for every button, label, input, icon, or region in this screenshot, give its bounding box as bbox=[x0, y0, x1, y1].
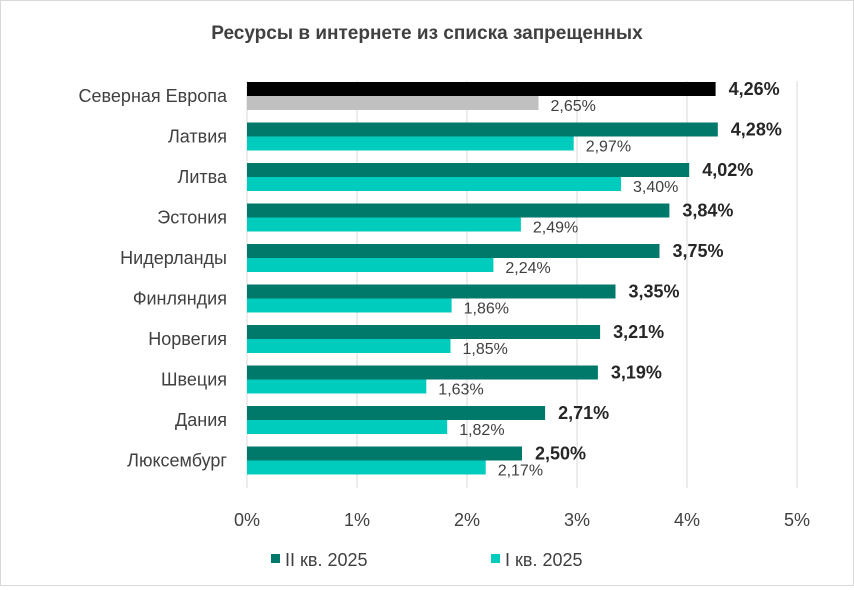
x-tick-label: 5% bbox=[784, 510, 810, 530]
category-label: Эстония bbox=[157, 208, 227, 228]
x-tick-label: 2% bbox=[454, 510, 480, 530]
bar-q2 bbox=[247, 82, 716, 96]
value-label-q2: 4,28% bbox=[731, 120, 782, 140]
bar-q1 bbox=[247, 298, 452, 313]
bar-q1 bbox=[247, 177, 621, 191]
value-labels: 4,26% 2,65% 4,28% 2,97% 4,02% 3,40%3,84% 2,49%… bbox=[438, 79, 782, 480]
bars-group bbox=[247, 82, 718, 475]
bar-q2 bbox=[247, 203, 670, 218]
x-tick-label: 1% bbox=[344, 510, 370, 530]
legend-swatch-q2 bbox=[271, 554, 280, 563]
bar-q1 bbox=[247, 379, 427, 394]
bar-q2 bbox=[247, 365, 598, 380]
category-label: Швеция bbox=[161, 370, 227, 390]
value-label-q2: 3,19% bbox=[611, 363, 662, 383]
bar-q2 bbox=[247, 325, 601, 339]
bar-q2 bbox=[247, 244, 660, 258]
value-label-q1: 2,24% bbox=[505, 260, 550, 277]
value-label-q1: 1,85% bbox=[463, 341, 508, 358]
value-label-q1: 2,49% bbox=[533, 220, 578, 237]
value-label-q1: 2,65% bbox=[551, 98, 596, 115]
bar-q2 bbox=[247, 406, 546, 420]
chart-title: Ресурсы в интернете из списка запрещенны… bbox=[211, 23, 643, 44]
bar-q1 bbox=[247, 339, 451, 353]
value-label-q1: 2,17% bbox=[498, 463, 543, 480]
category-labels: Северная Европа Латвия Литва Эстония Нидерла… bbox=[79, 86, 228, 471]
legend-label-q1: I кв. 2025 bbox=[505, 550, 582, 570]
bar-q1 bbox=[247, 258, 494, 272]
value-label-q1: 1,82% bbox=[459, 422, 504, 439]
legend: II кв. 2025 I кв. 2025 bbox=[271, 550, 582, 570]
bar-q2 bbox=[247, 284, 616, 299]
value-label-q1: 1,86% bbox=[464, 301, 509, 318]
value-label-q2: 2,50% bbox=[535, 444, 586, 464]
value-label-q1: 3,40% bbox=[633, 179, 678, 196]
category-label: Северная Европа bbox=[79, 86, 228, 106]
x-tick-label: 0% bbox=[234, 510, 260, 530]
category-label: Дания bbox=[175, 410, 227, 430]
category-label: Люксембург bbox=[127, 451, 227, 471]
legend-swatch-q1 bbox=[491, 554, 500, 563]
value-label-q2: 4,26% bbox=[729, 79, 780, 99]
category-label: Литва bbox=[178, 167, 228, 187]
value-label-q2: 3,75% bbox=[673, 241, 724, 261]
value-label-q2: 4,02% bbox=[702, 160, 753, 180]
x-tick-label: 4% bbox=[674, 510, 700, 530]
category-label: Нидерланды bbox=[120, 248, 227, 268]
bar-q1 bbox=[247, 420, 448, 434]
legend-label-q2: II кв. 2025 bbox=[285, 550, 368, 570]
value-label-q1: 2,97% bbox=[586, 139, 631, 156]
x-tick-label: 3% bbox=[564, 510, 590, 530]
bar-q2 bbox=[247, 446, 522, 461]
bar-q1 bbox=[247, 460, 486, 475]
bar-q2 bbox=[247, 163, 690, 177]
bar-q1 bbox=[247, 217, 521, 232]
bar-q2 bbox=[247, 122, 718, 137]
value-label-q1: 1,63% bbox=[438, 382, 483, 399]
category-label: Финляндия bbox=[133, 289, 227, 309]
bar-q1 bbox=[247, 136, 574, 151]
value-label-q2: 3,35% bbox=[629, 282, 680, 302]
bar-q1 bbox=[247, 96, 539, 110]
x-tick-labels: 0% 1% 2% 3% 4% 5% bbox=[234, 510, 810, 530]
value-label-q2: 3,21% bbox=[613, 322, 664, 342]
value-label-q2: 3,84% bbox=[682, 201, 733, 221]
category-label: Норвегия bbox=[148, 329, 227, 349]
value-label-q2: 2,71% bbox=[558, 403, 609, 423]
category-label: Латвия bbox=[168, 127, 227, 147]
